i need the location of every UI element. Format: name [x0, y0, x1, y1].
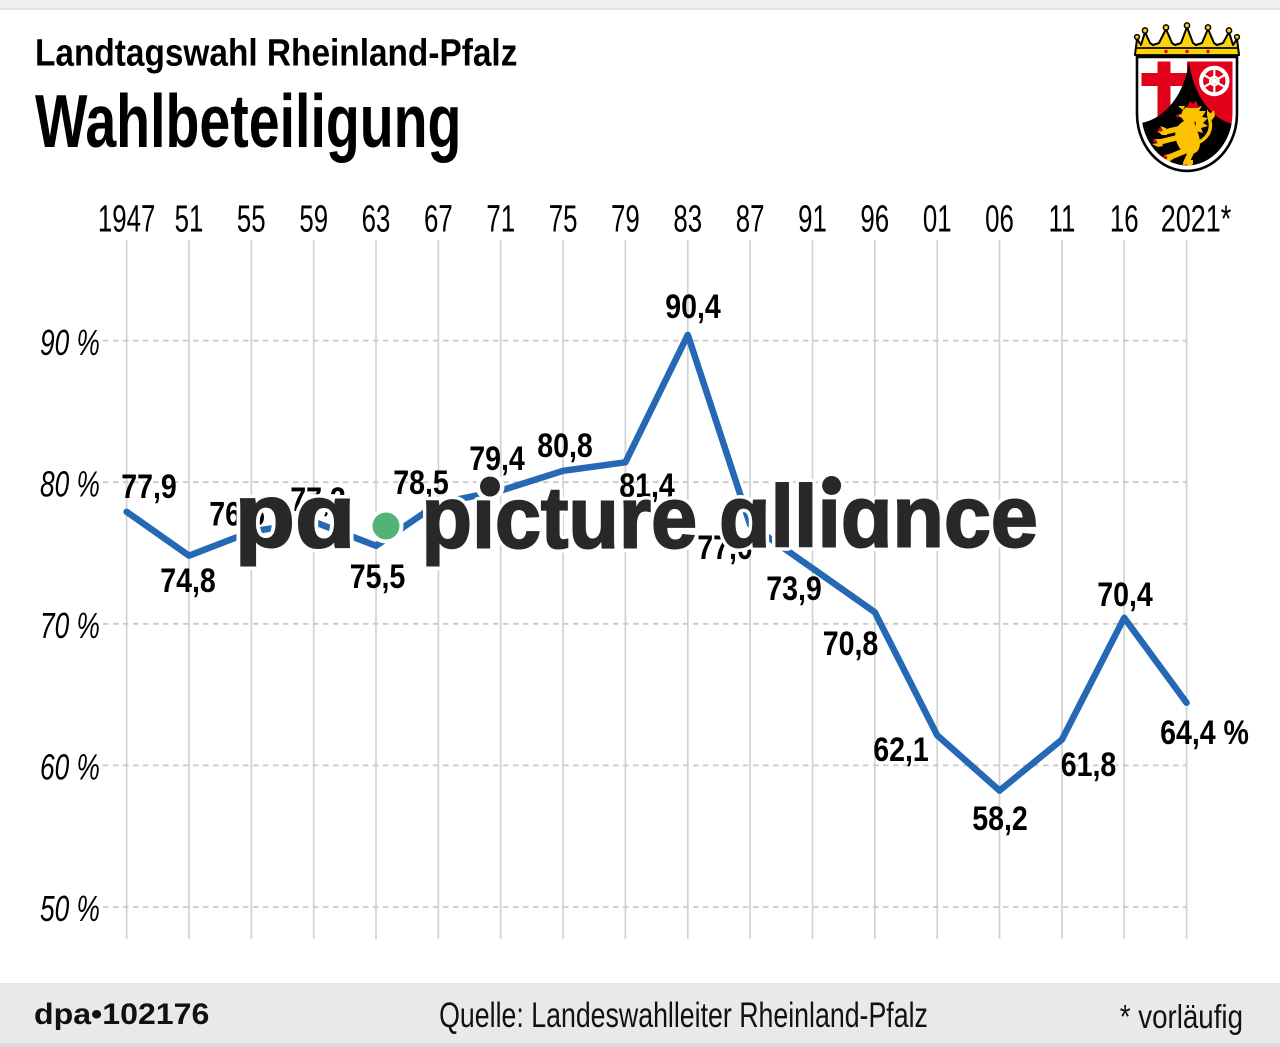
svg-text:75,5: 75,5 — [350, 558, 406, 596]
svg-text:63: 63 — [362, 198, 391, 240]
svg-text:Wahlbeteiligung: Wahlbeteiligung — [35, 79, 461, 163]
svg-text:90,4: 90,4 — [665, 288, 721, 326]
svg-text:60 %: 60 % — [40, 746, 100, 787]
svg-text:pıcture: pıcture — [422, 469, 698, 566]
svg-text:64,4 %: 64,4 % — [1160, 714, 1249, 752]
svg-text:Quelle: Landeswahlleiter Rhein: Quelle: Landeswahlleiter Rheinland-Pfalz — [439, 996, 928, 1035]
svg-text:ɑllıɑnce: ɑllıɑnce — [719, 468, 1038, 565]
svg-text:77,9: 77,9 — [121, 468, 177, 506]
svg-text:91: 91 — [798, 198, 827, 240]
svg-text:79,4: 79,4 — [469, 440, 525, 478]
svg-text:62,1: 62,1 — [873, 731, 929, 769]
svg-text:67: 67 — [424, 198, 453, 240]
svg-text:11: 11 — [1048, 198, 1075, 240]
svg-text:58,2: 58,2 — [972, 800, 1028, 838]
svg-text:pıcture: pıcture — [422, 469, 698, 566]
svg-text:01: 01 — [923, 198, 952, 240]
svg-text:76,5: 76,5 — [209, 495, 265, 533]
svg-text:87: 87 — [736, 198, 765, 240]
svg-text:dpa•102176: dpa•102176 — [34, 997, 209, 1031]
svg-text:71: 71 — [486, 198, 515, 240]
svg-text:55: 55 — [237, 198, 266, 240]
svg-text:51: 51 — [175, 198, 204, 240]
svg-text:59: 59 — [299, 198, 328, 240]
svg-text:pɑ: pɑ — [235, 466, 356, 567]
svg-text:2021*: 2021* — [1161, 197, 1232, 240]
svg-text:83: 83 — [673, 198, 702, 240]
svg-text:Landtagswahl Rheinland-Pfalz: Landtagswahl Rheinland-Pfalz — [35, 32, 517, 74]
svg-text:81,4: 81,4 — [619, 467, 675, 505]
svg-text:06: 06 — [985, 198, 1014, 240]
svg-text:70 %: 70 % — [40, 605, 100, 646]
svg-text:16: 16 — [1110, 198, 1139, 240]
svg-text:1947: 1947 — [98, 198, 155, 240]
svg-text:* vorläufig: * vorläufig — [1120, 999, 1243, 1036]
svg-text:74,8: 74,8 — [160, 562, 216, 600]
svg-text:75: 75 — [549, 198, 578, 240]
svg-text:80,8: 80,8 — [537, 427, 593, 465]
svg-text:73,9: 73,9 — [766, 570, 822, 608]
svg-text:61,8: 61,8 — [1061, 746, 1117, 784]
svg-text:ɑllıɑnce: ɑllıɑnce — [719, 468, 1038, 565]
svg-text:70,4: 70,4 — [1097, 576, 1153, 614]
svg-text:pɑ: pɑ — [235, 466, 356, 567]
svg-text:77,2: 77,2 — [290, 481, 346, 519]
svg-text:77,0: 77,0 — [697, 529, 753, 567]
svg-text:78,5: 78,5 — [393, 464, 449, 502]
svg-text:50 %: 50 % — [40, 888, 100, 929]
svg-text:96: 96 — [860, 198, 889, 240]
svg-text:79: 79 — [611, 198, 640, 240]
svg-text:70,8: 70,8 — [823, 625, 879, 663]
svg-text:90 %: 90 % — [40, 322, 100, 363]
svg-text:80 %: 80 % — [40, 463, 100, 504]
